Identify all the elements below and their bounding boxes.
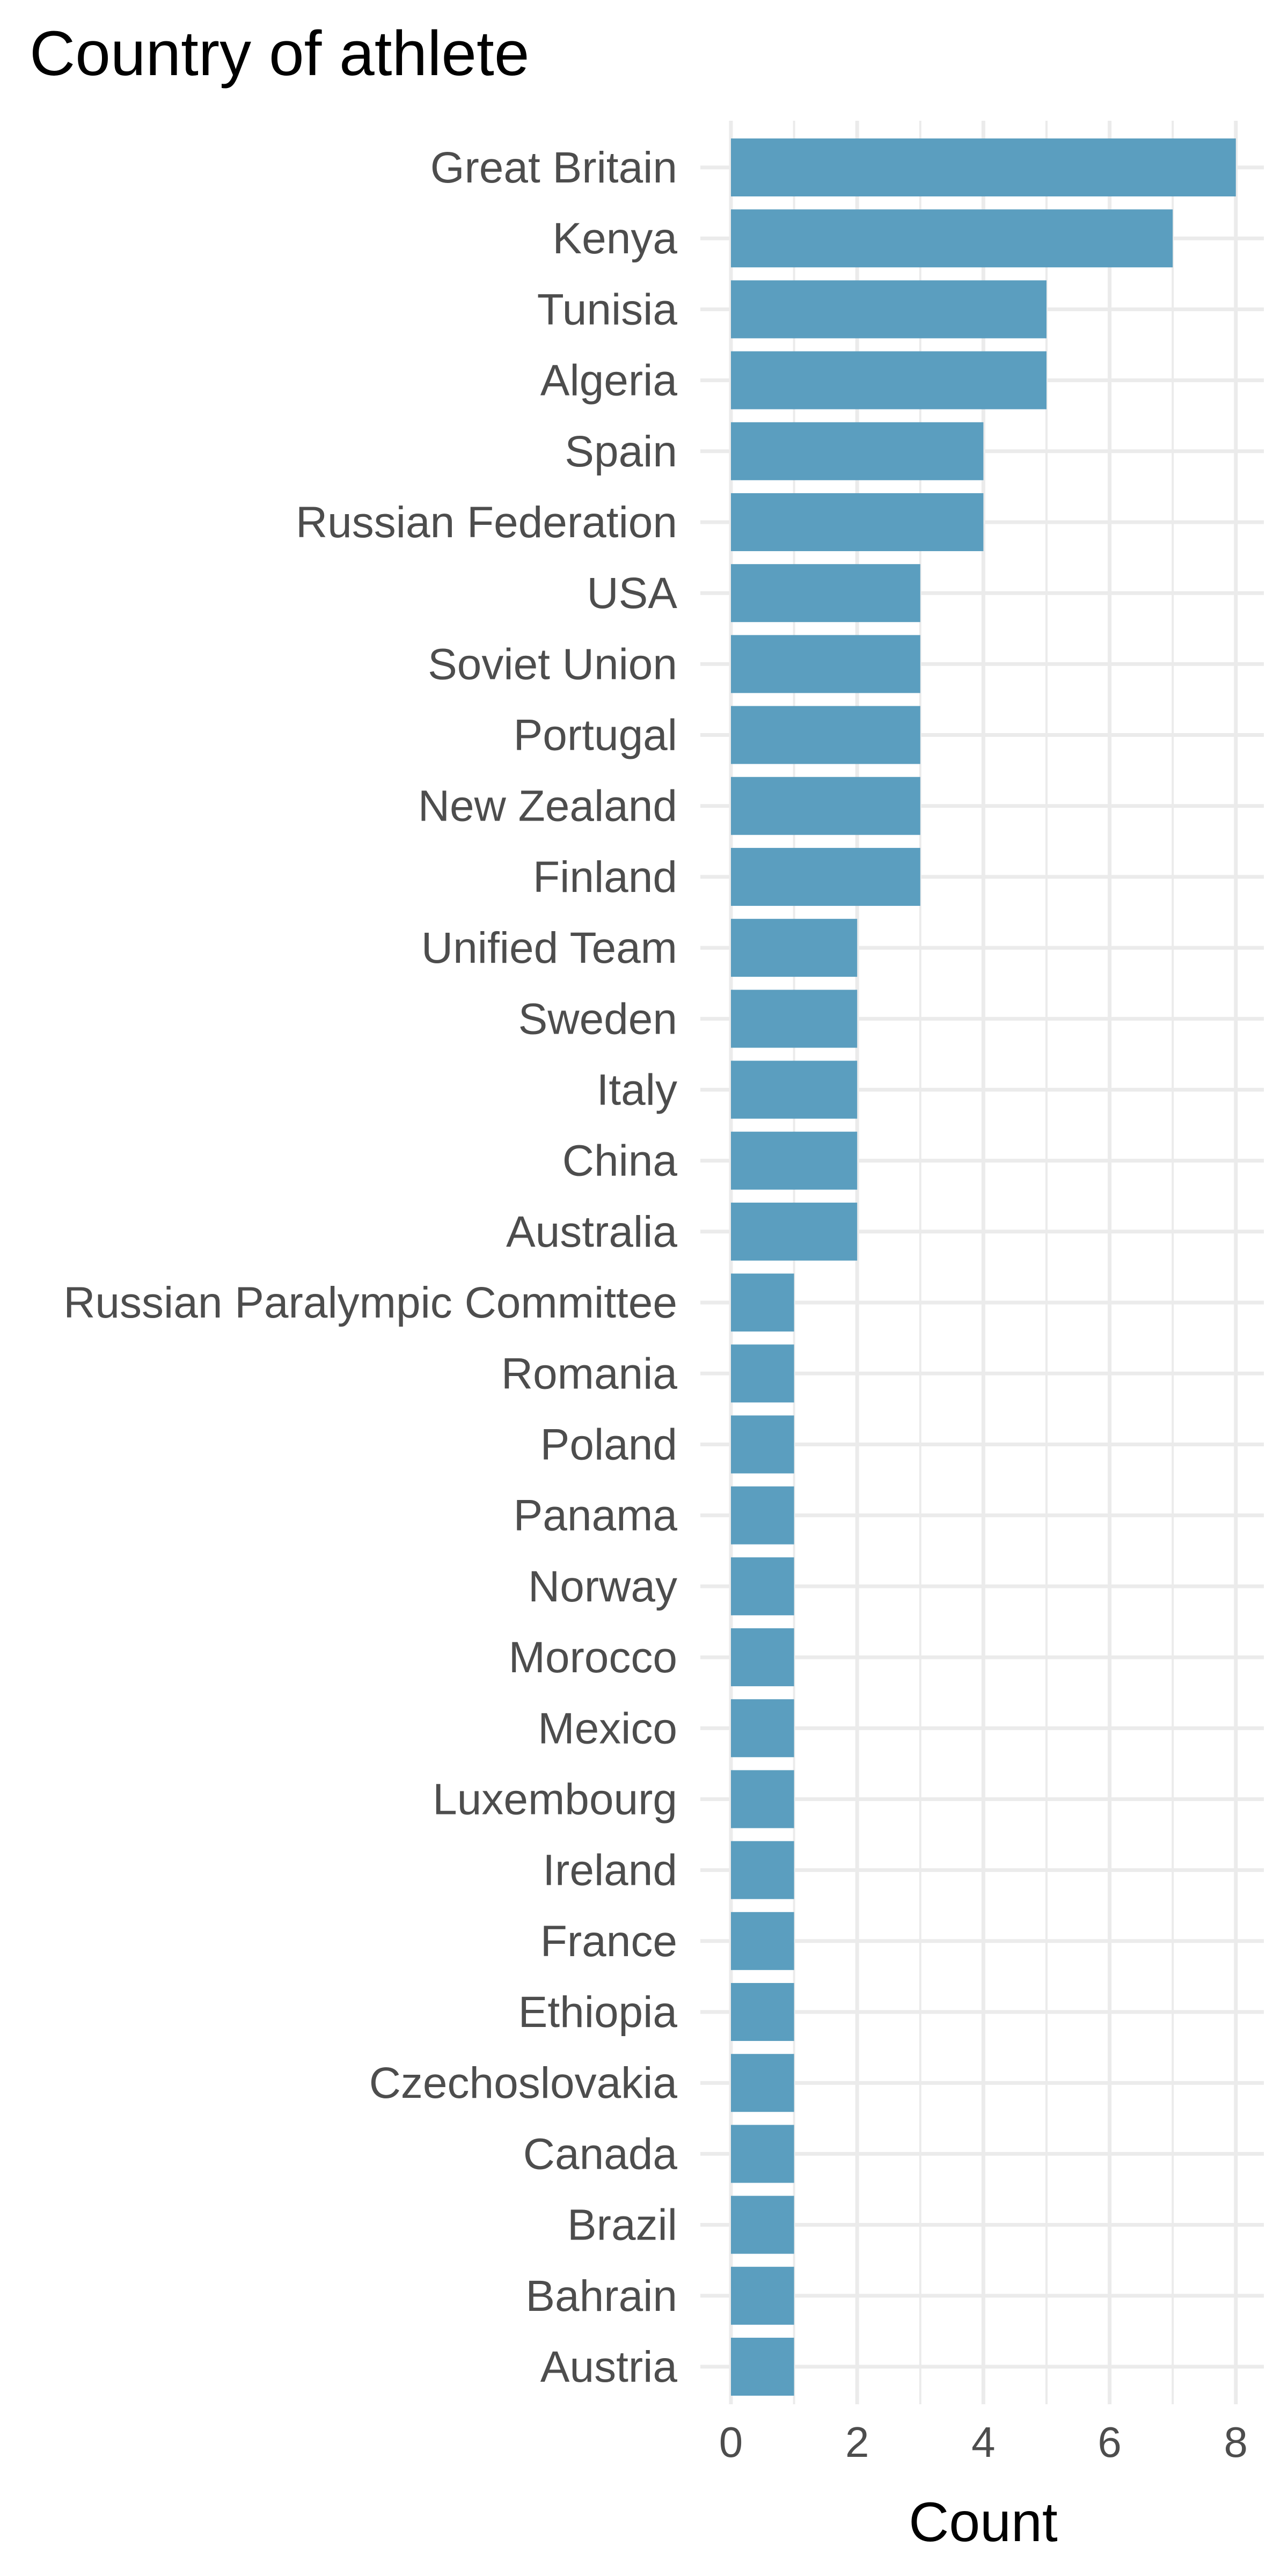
bar <box>731 1274 794 1332</box>
category-label: Algeria <box>540 356 678 405</box>
category-label: New Zealand <box>418 782 677 831</box>
bar <box>731 564 920 623</box>
x-tick-label: 8 <box>1224 2418 1248 2466</box>
bar <box>731 422 984 480</box>
bar <box>731 280 1046 339</box>
category-label: Norway <box>528 1562 677 1611</box>
bar <box>731 1770 794 1828</box>
bar <box>731 1060 858 1119</box>
bar <box>731 1557 794 1615</box>
category-label: Canada <box>523 2129 678 2178</box>
bar <box>731 2266 794 2325</box>
bar <box>731 2054 794 2112</box>
category-label: USA <box>587 569 677 618</box>
category-label: Morocco <box>509 1633 677 1682</box>
x-axis-ticks: 0 2 4 6 8 <box>719 2418 1248 2466</box>
bar <box>731 1983 794 2041</box>
category-label: Unified Team <box>421 924 677 972</box>
category-label: Spain <box>565 427 677 476</box>
category-label: Bahrain <box>525 2272 677 2321</box>
category-label: Luxembourg <box>433 1775 677 1824</box>
category-label: Russian Paralympic Committee <box>63 1278 677 1327</box>
bar <box>731 1486 794 1545</box>
bars <box>731 138 1236 2396</box>
category-labels: Great Britain Kenya Tunisia Algeria Spain Rus… <box>63 143 677 2391</box>
category-label: Czechoslovakia <box>369 2059 678 2107</box>
x-tick-label: 6 <box>1097 2418 1122 2466</box>
category-label: Sweden <box>518 994 677 1043</box>
bar <box>731 847 920 906</box>
x-tick-label: 2 <box>845 2418 869 2466</box>
category-label: Brazil <box>567 2201 677 2250</box>
category-label: Australia <box>506 1208 677 1256</box>
bar <box>731 1344 794 1403</box>
category-label: Ethiopia <box>518 1988 678 2037</box>
category-label: Panama <box>514 1491 678 1540</box>
category-label: Great Britain <box>430 143 677 192</box>
category-label: Poland <box>540 1420 677 1469</box>
category-label: Portugal <box>514 711 677 760</box>
bar <box>731 2125 794 2183</box>
category-label: Italy <box>597 1066 677 1115</box>
category-label: Finland <box>533 853 677 902</box>
x-tick-label: 0 <box>719 2418 743 2466</box>
x-tick-label: 4 <box>971 2418 996 2466</box>
category-label: Austria <box>540 2343 678 2391</box>
bar <box>731 777 920 835</box>
bar <box>731 1628 794 1687</box>
category-label: Romania <box>501 1349 678 1398</box>
category-label: Kenya <box>552 214 677 263</box>
bar <box>731 1841 794 1899</box>
bar <box>731 138 1236 196</box>
bar <box>731 209 1173 268</box>
bar <box>731 706 920 764</box>
bar <box>731 1912 794 1970</box>
category-label: Russian Federation <box>296 498 677 547</box>
bar <box>731 493 984 551</box>
bar <box>731 990 858 1048</box>
bar <box>731 1699 794 1758</box>
bar <box>731 2338 794 2396</box>
category-label: France <box>540 1917 677 1966</box>
bar <box>731 1131 858 1190</box>
chart-title: Country of athlete <box>30 18 529 89</box>
x-axis-title: Count <box>909 2491 1058 2553</box>
category-label: Soviet Union <box>428 640 677 689</box>
category-label: Ireland <box>543 1846 677 1895</box>
category-label: Tunisia <box>537 285 678 334</box>
category-label: China <box>562 1137 678 1185</box>
bar <box>731 1202 858 1261</box>
bar <box>731 919 858 977</box>
bar <box>731 635 920 693</box>
bar <box>731 351 1046 409</box>
category-label: Mexico <box>538 1704 677 1753</box>
bar <box>731 1415 794 1474</box>
bar <box>731 2196 794 2254</box>
